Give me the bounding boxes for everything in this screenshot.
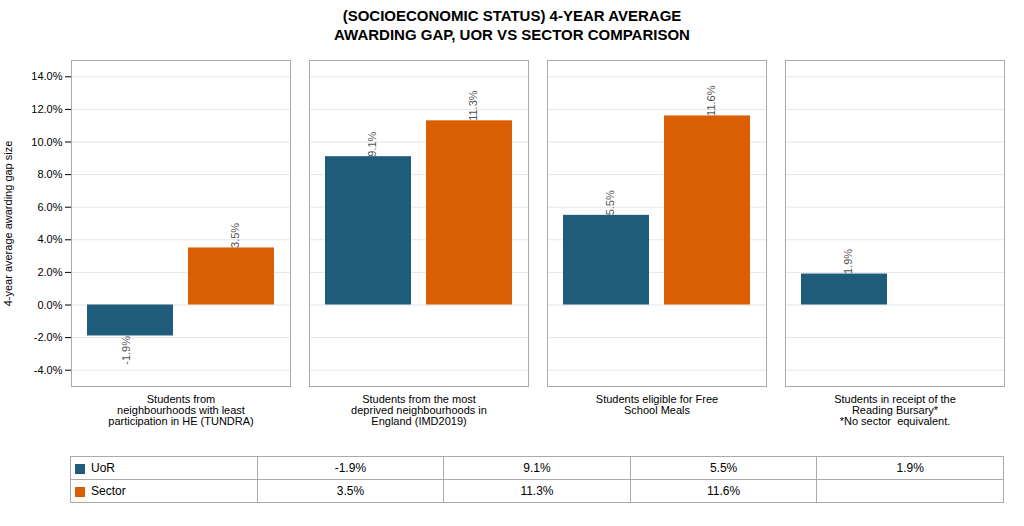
- html-text:(SOCIOECONOMIC STATUS) 4-YEAR: (SOCIOECONOMIC STATUS) 4-YEAR AVERAGE AW…: [334, 7, 690, 43]
- svg-text:12.0%: 12.0%: [31, 103, 62, 115]
- svg-text:11.3%: 11.3%: [467, 90, 479, 121]
- svg-text:2.0%: 2.0%: [37, 266, 62, 278]
- svg-text:Students in receipt of theRead: Students in receipt of theReading Bursar…: [834, 393, 956, 427]
- html-text:9.1%: 9.1%: [523, 461, 551, 475]
- svg-text:4-year average awarding gap si: 4-year average awarding gap size: [2, 141, 14, 307]
- svg-text:5.5%: 5.5%: [604, 190, 616, 215]
- svg-text:4.0%: 4.0%: [37, 233, 62, 245]
- svg-text:-4.0%: -4.0%: [34, 364, 63, 376]
- svg-text:10.0%: 10.0%: [31, 136, 62, 148]
- svg-text:-2.0%: -2.0%: [34, 331, 63, 343]
- svg-text:3.5%: 3.5%: [229, 223, 241, 248]
- html-text:UoR: UoR: [91, 461, 115, 475]
- html-text:3.5%: 3.5%: [336, 484, 365, 498]
- html-text:5.5%: 5.5%: [709, 461, 738, 475]
- svg-text:Students from the mostdeprived: Students from the mostdeprived neighbour…: [351, 393, 487, 427]
- svg-text:0.0%: 0.0%: [37, 299, 62, 311]
- svg-text:1.9%: 1.9%: [842, 249, 854, 274]
- svg-text:8.0%: 8.0%: [37, 168, 62, 180]
- html-text:Sector: Sector: [91, 484, 126, 498]
- svg-text:Students fromneighbourhoods wi: Students fromneighbourhoods with leastpa…: [108, 393, 253, 427]
- svg-text:9.1%: 9.1%: [366, 131, 378, 156]
- html-text:-1.9%: -1.9%: [334, 461, 367, 475]
- svg-text:6.0%: 6.0%: [37, 201, 62, 213]
- html-text:1.9%: 1.9%: [896, 461, 924, 475]
- svg-text:11.6%: 11.6%: [705, 85, 717, 116]
- svg-text:Students eligible for FreeScho: Students eligible for FreeSchool Meals: [596, 393, 718, 416]
- svg-text:14.0%: 14.0%: [31, 70, 62, 82]
- svg-text:-1.9%: -1.9%: [120, 336, 132, 365]
- html-text:11.6%: 11.6%: [707, 484, 741, 498]
- html-text:11.3%: 11.3%: [520, 484, 554, 498]
